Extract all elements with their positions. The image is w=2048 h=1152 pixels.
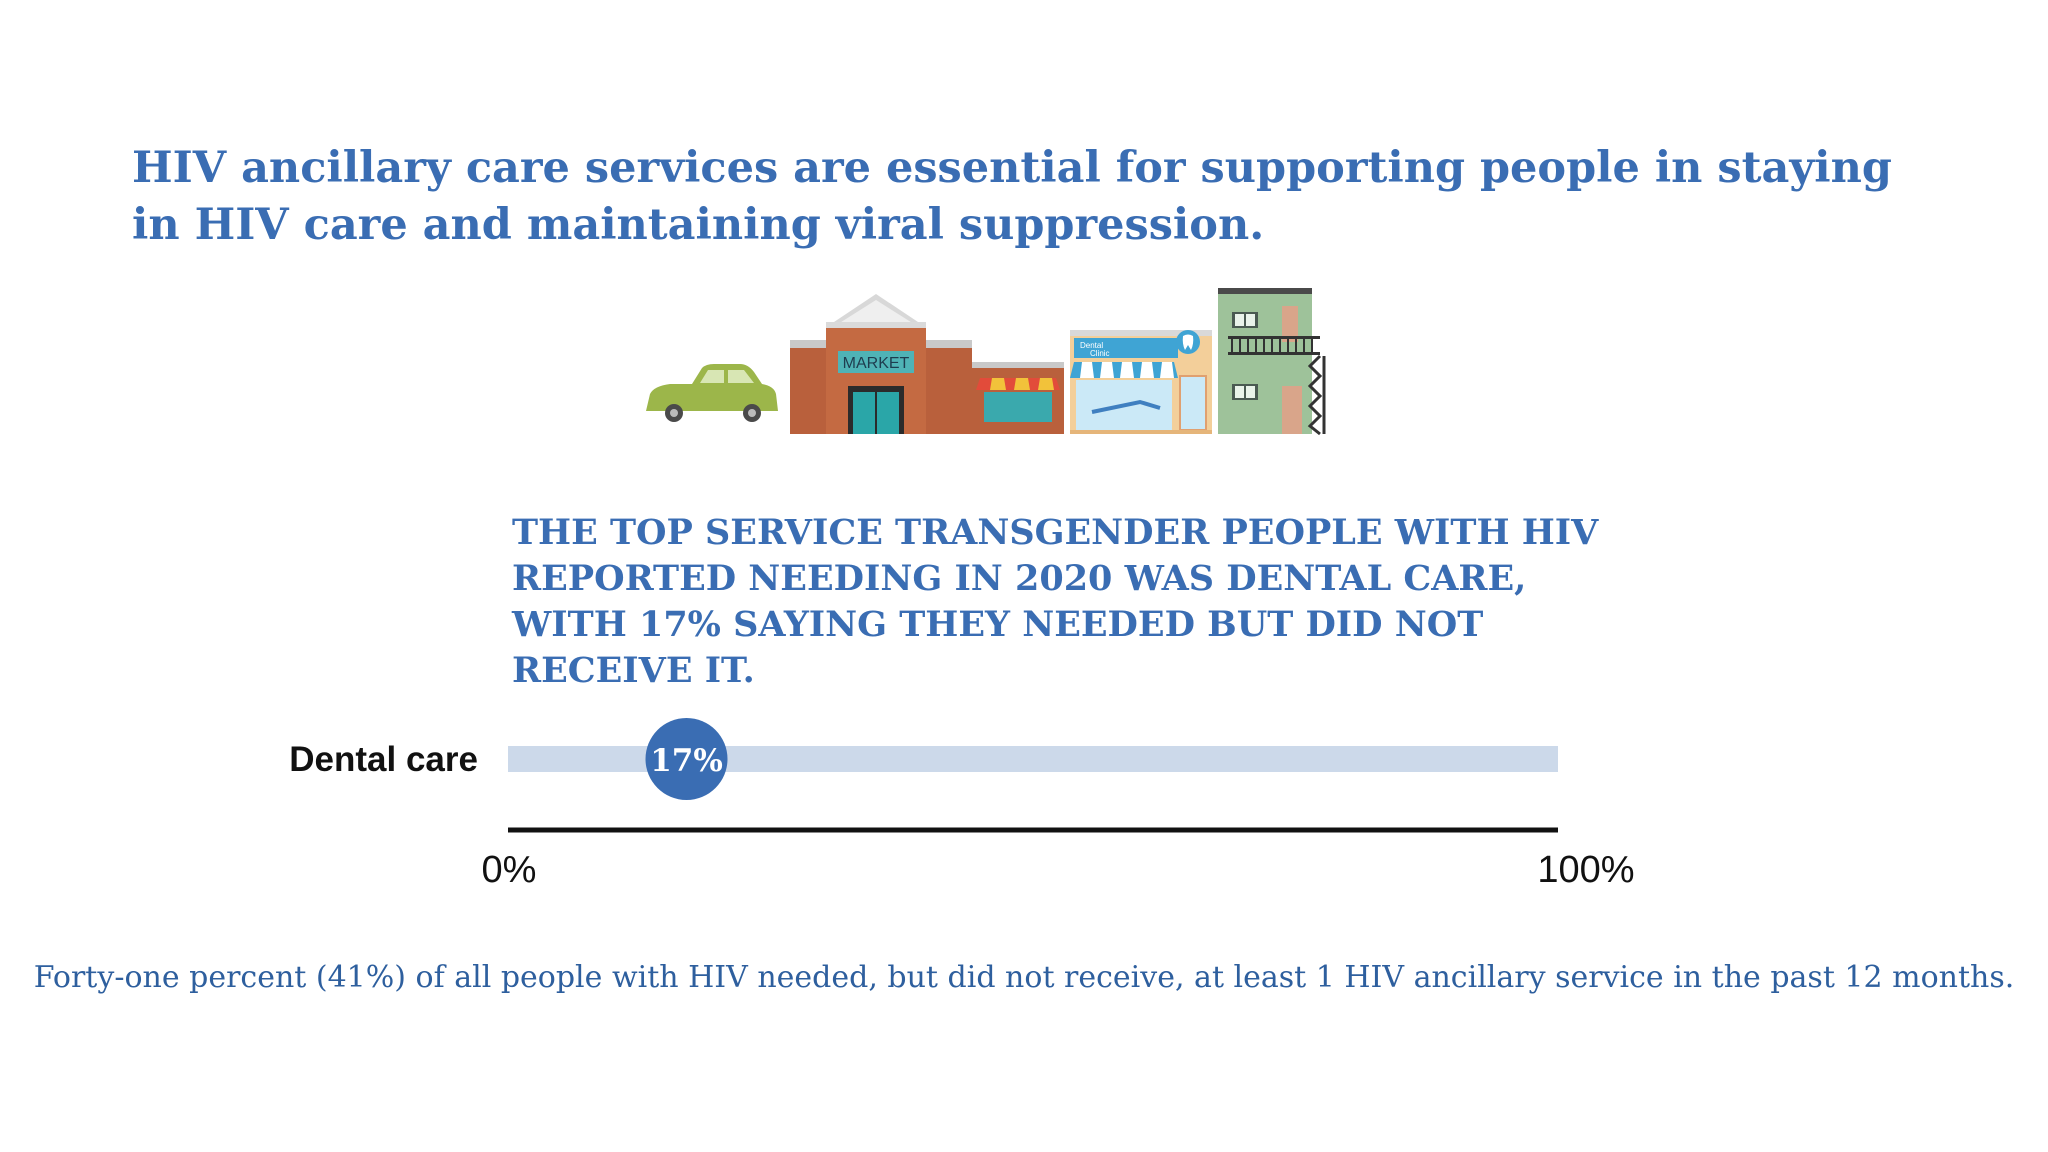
- dental-sign-line1: Dental: [1080, 341, 1103, 350]
- storefront-illustration: MARKET Dental Clinic: [646, 288, 1326, 436]
- x-tick-label: 100%: [1537, 849, 1634, 891]
- value-marker: [645, 718, 728, 800]
- dental-sign-line2: Clinic: [1090, 349, 1110, 358]
- footnote: Forty-one percent (41%) of all people wi…: [33, 960, 2015, 995]
- dental-care-bar-chart: Dental care 17% 0% 100%: [289, 718, 1635, 891]
- value-label: 17%: [650, 743, 723, 779]
- headline: HIV ancillary care services are essentia…: [132, 143, 1892, 250]
- market-building-icon: MARKET: [790, 294, 1064, 434]
- house-icon: [1218, 288, 1326, 436]
- car-icon: [646, 364, 778, 422]
- category-label: Dental care: [289, 740, 478, 779]
- x-tick-label: 0%: [482, 849, 537, 891]
- market-sign-text: MARKET: [843, 355, 910, 372]
- dental-clinic-icon: Dental Clinic: [1070, 330, 1212, 434]
- key-finding-text: THE TOP SERVICE TRANSGENDER PEOPLE WITH …: [512, 512, 1599, 691]
